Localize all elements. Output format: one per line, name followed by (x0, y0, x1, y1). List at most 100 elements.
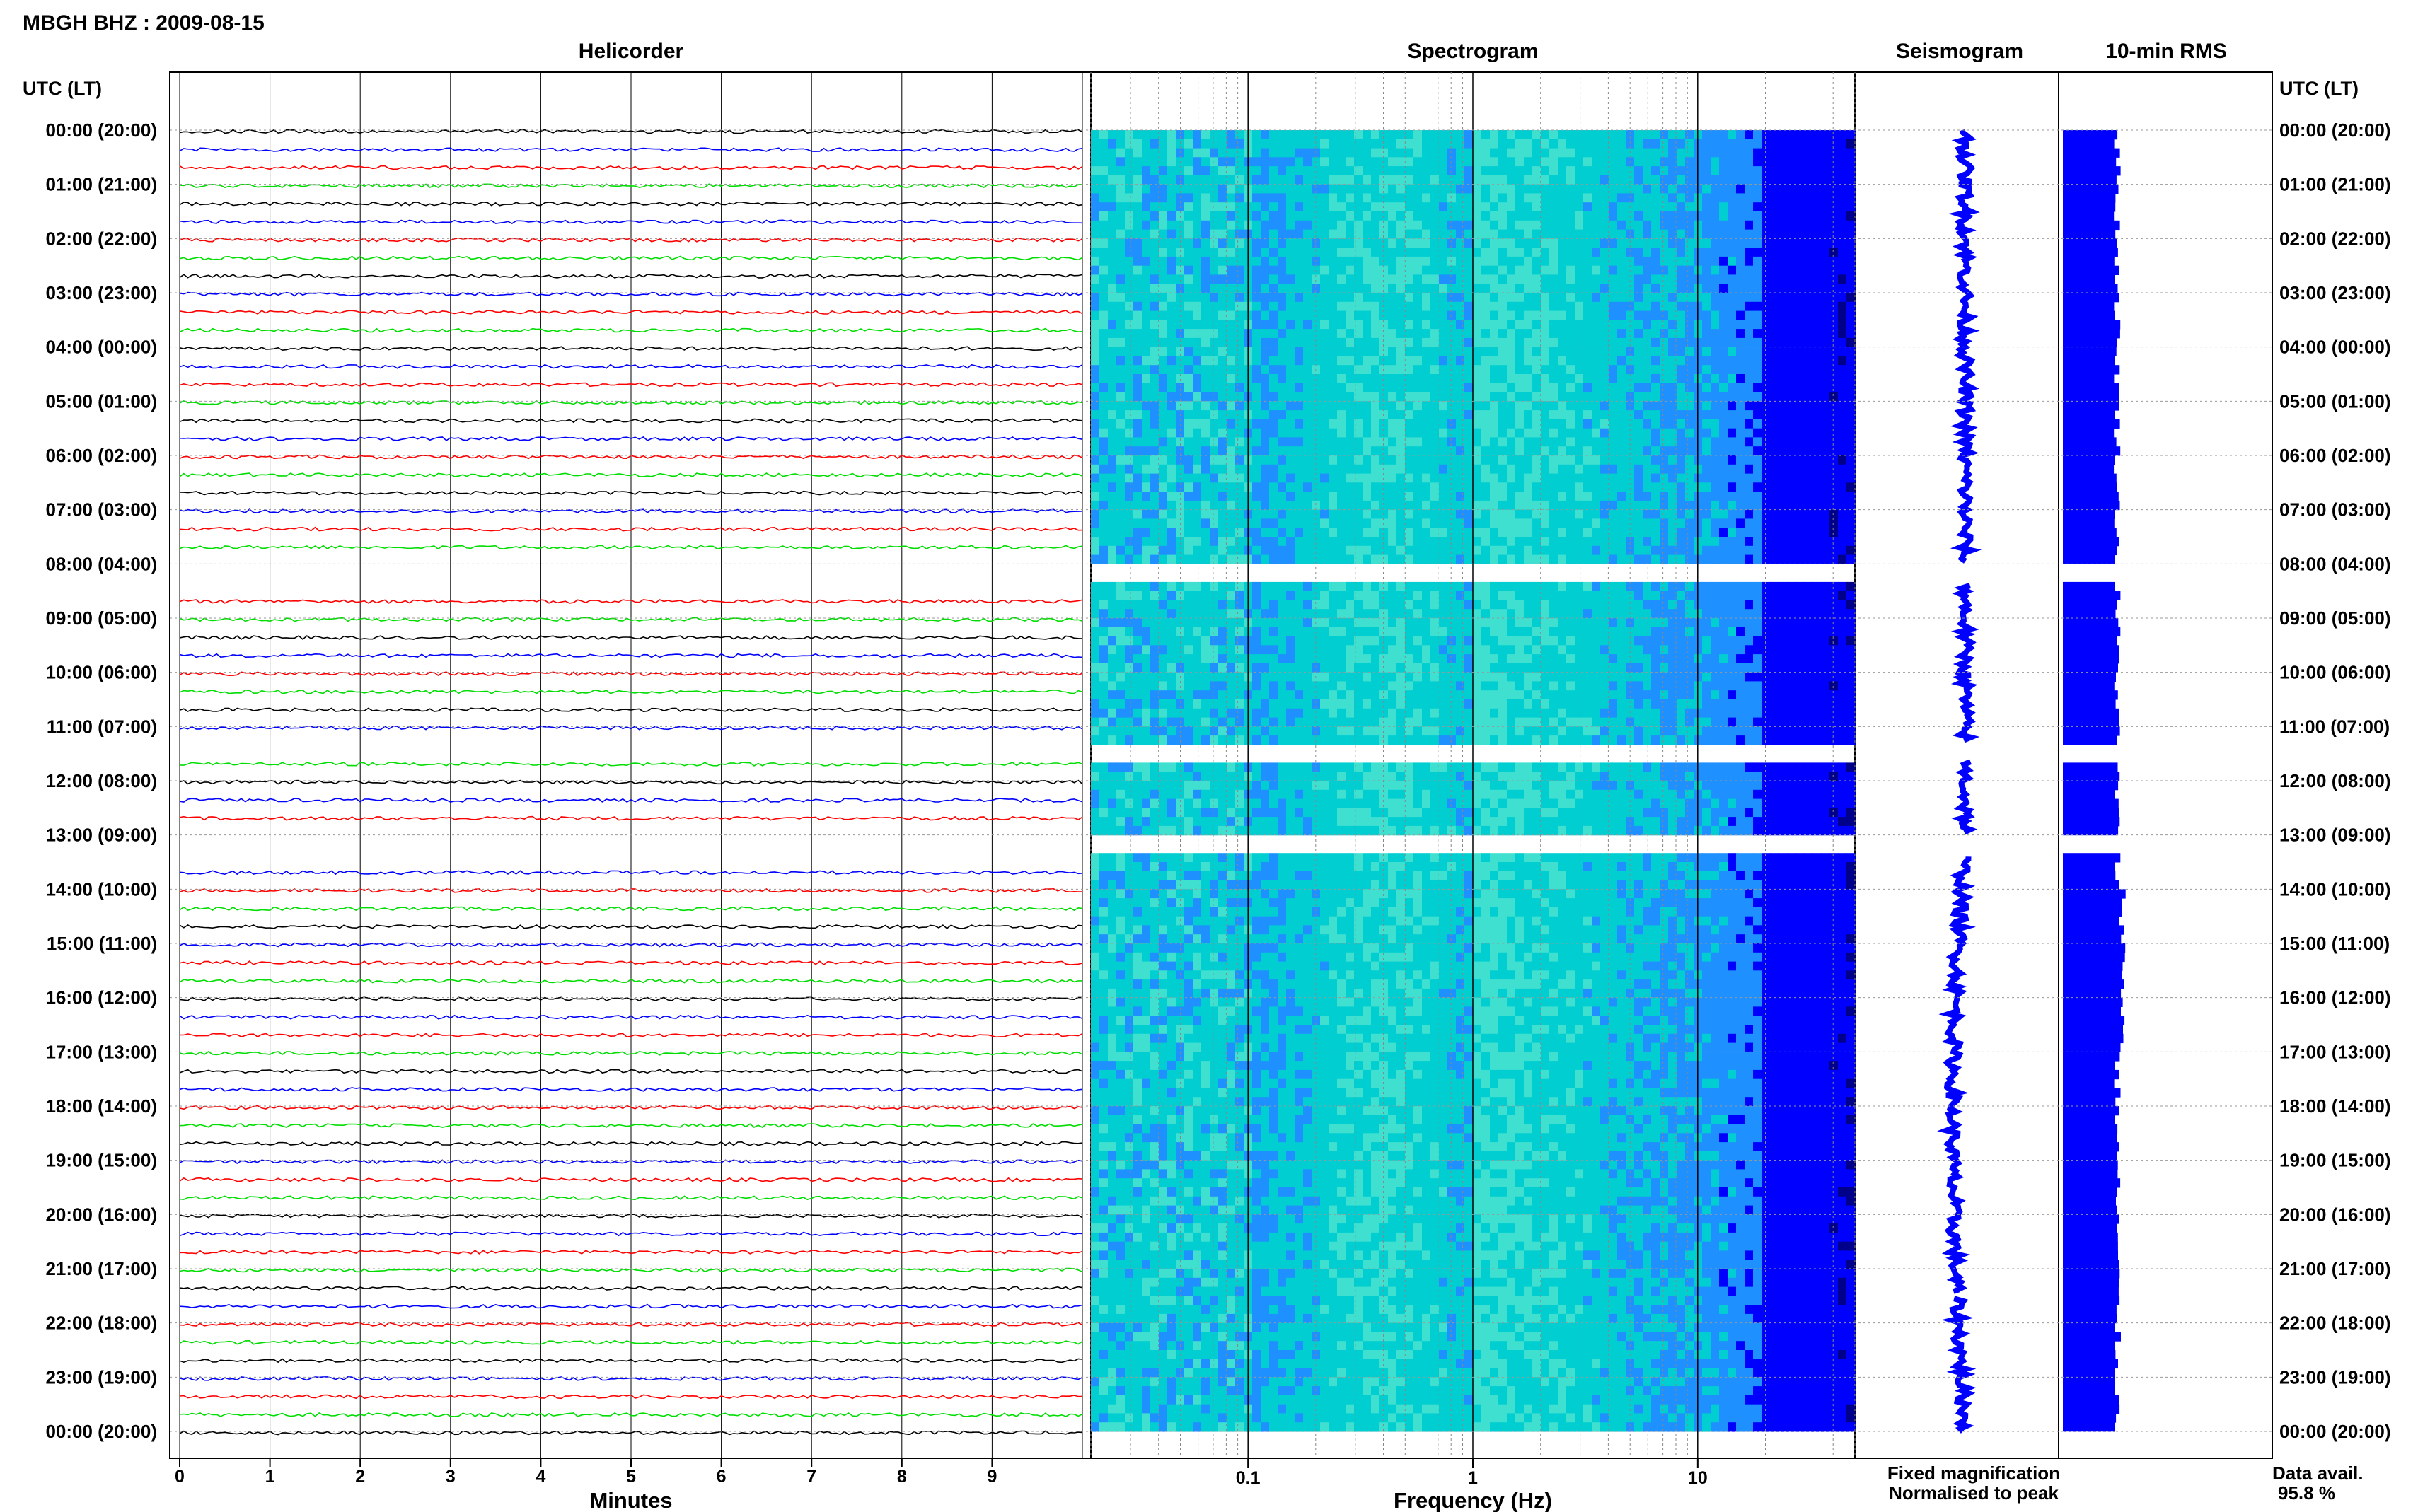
spectrogram-cell (1762, 501, 1771, 510)
spectrogram-cell (1159, 302, 1168, 311)
spectrogram-cell (1473, 284, 1482, 293)
spectrogram-cell (1439, 175, 1448, 185)
spectrogram-cell (1286, 374, 1295, 383)
spectrogram-cell (1617, 284, 1626, 293)
spectrogram-cell (1091, 446, 1100, 455)
spectrogram-cell (1413, 149, 1423, 158)
spectrogram-cell (1770, 591, 1779, 600)
left-time-axis-header: UTC (LT) (23, 78, 102, 99)
spectrogram-cell (1685, 202, 1694, 211)
spectrogram-cell (1778, 284, 1788, 293)
spectrogram-cell (1218, 555, 1227, 564)
spectrogram-cell (1346, 257, 1355, 266)
spectrogram-cell (1337, 636, 1346, 646)
spectrogram-cell (1150, 356, 1159, 365)
spectrogram-cell (1778, 211, 1788, 221)
spectrogram-cell (1498, 302, 1508, 311)
spectrogram-cell (1278, 528, 1287, 537)
spectrogram-cell (1159, 338, 1168, 347)
spectrogram-cell (1150, 419, 1159, 429)
spectrogram-cell (1116, 501, 1126, 510)
spectrogram-cell (1549, 266, 1558, 275)
spectrogram-cell (1838, 410, 1847, 419)
spectrogram-cell (1379, 257, 1389, 266)
spectrogram-cell (1490, 166, 1499, 175)
spectrogram-cell (1133, 591, 1143, 600)
spectrogram-cell (1388, 401, 1397, 410)
spectrogram-cell (1651, 329, 1660, 338)
spectrogram-cell (1320, 591, 1329, 600)
spectrogram-cell (1261, 627, 1270, 636)
spectrogram-cell (1829, 293, 1839, 302)
spectrogram-cell (1583, 293, 1592, 302)
spectrogram-cell (1447, 221, 1457, 230)
spectrogram-cell (1388, 474, 1397, 483)
spectrogram-cell (1278, 636, 1287, 646)
spectrogram-cell (1320, 582, 1329, 591)
spectrogram-cell (1464, 582, 1474, 591)
spectrogram-cell (1677, 238, 1686, 248)
time-label-left: 20:00 (16:00) (45, 1204, 157, 1225)
spectrogram-cell (1532, 211, 1541, 221)
spectrogram-cell (1337, 274, 1346, 284)
spectrogram-cell (1278, 446, 1287, 455)
spectrogram-cell (1609, 627, 1618, 636)
spectrogram-cell (1184, 211, 1193, 221)
spectrogram-cell (1762, 555, 1771, 564)
spectrogram-cell (1498, 248, 1508, 257)
spectrogram-cell (1753, 429, 1762, 438)
spectrogram-cell (1617, 446, 1626, 455)
spectrogram-cell (1091, 149, 1100, 158)
spectrogram-cell (1413, 320, 1423, 329)
spectrogram-cell (1634, 410, 1643, 419)
spectrogram-cell (1677, 465, 1686, 474)
spectrogram-cell (1745, 175, 1754, 185)
spectrogram-cell (1363, 627, 1372, 636)
spectrogram-cell (1447, 211, 1457, 221)
spectrogram-cell (1711, 401, 1720, 410)
spectrogram-cell (1269, 302, 1278, 311)
spectrogram-cell (1702, 482, 1711, 492)
spectrogram-cell (1413, 211, 1423, 221)
spectrogram-cell (1515, 338, 1525, 347)
spectrogram-cell (1515, 311, 1525, 320)
spectrogram-cell (1473, 474, 1482, 483)
spectrogram-cell (1150, 257, 1159, 266)
spectrogram-cell (1320, 492, 1329, 501)
spectrogram-cell (1600, 618, 1609, 627)
spectrogram-cell (1464, 139, 1474, 149)
spectrogram-cell (1218, 537, 1227, 546)
spectrogram-cell (1846, 492, 1856, 501)
spectrogram-cell (1133, 419, 1143, 429)
spectrogram-cell (1252, 636, 1261, 646)
spectrogram-cell (1787, 238, 1796, 248)
spectrogram-cell (1278, 175, 1287, 185)
spectrogram-cell (1846, 518, 1856, 528)
spectrogram-cell (1125, 600, 1134, 609)
spectrogram-cell (1396, 618, 1406, 627)
spectrogram-cell (1099, 474, 1109, 483)
spectrogram-cell (1812, 329, 1822, 338)
spectrogram-cell (1541, 636, 1550, 646)
spectrogram-cell (1108, 185, 1117, 194)
spectrogram-cell (1515, 446, 1525, 455)
spectrogram-cell (1125, 492, 1134, 501)
spectrogram-cell (1108, 293, 1117, 302)
spectrogram-cell (1286, 356, 1295, 365)
spectrogram-cell (1838, 139, 1847, 149)
spectrogram-cell (1515, 257, 1525, 266)
spectrogram-cell (1227, 166, 1236, 175)
spectrogram-cell (1167, 130, 1176, 139)
spectrogram-cell (1736, 257, 1745, 266)
spectrogram-cell (1541, 185, 1550, 194)
spectrogram-cell (1193, 482, 1202, 492)
spectrogram-cell (1795, 347, 1805, 356)
spectrogram-cell (1532, 600, 1541, 609)
spectrogram-cell (1736, 175, 1745, 185)
spectrogram-cell (1711, 320, 1720, 329)
spectrogram-cell (1388, 465, 1397, 474)
spectrogram-cell (1549, 419, 1558, 429)
spectrogram-cell (1363, 383, 1372, 392)
spectrogram-cell (1558, 329, 1567, 338)
spectrogram-cell (1592, 166, 1601, 175)
